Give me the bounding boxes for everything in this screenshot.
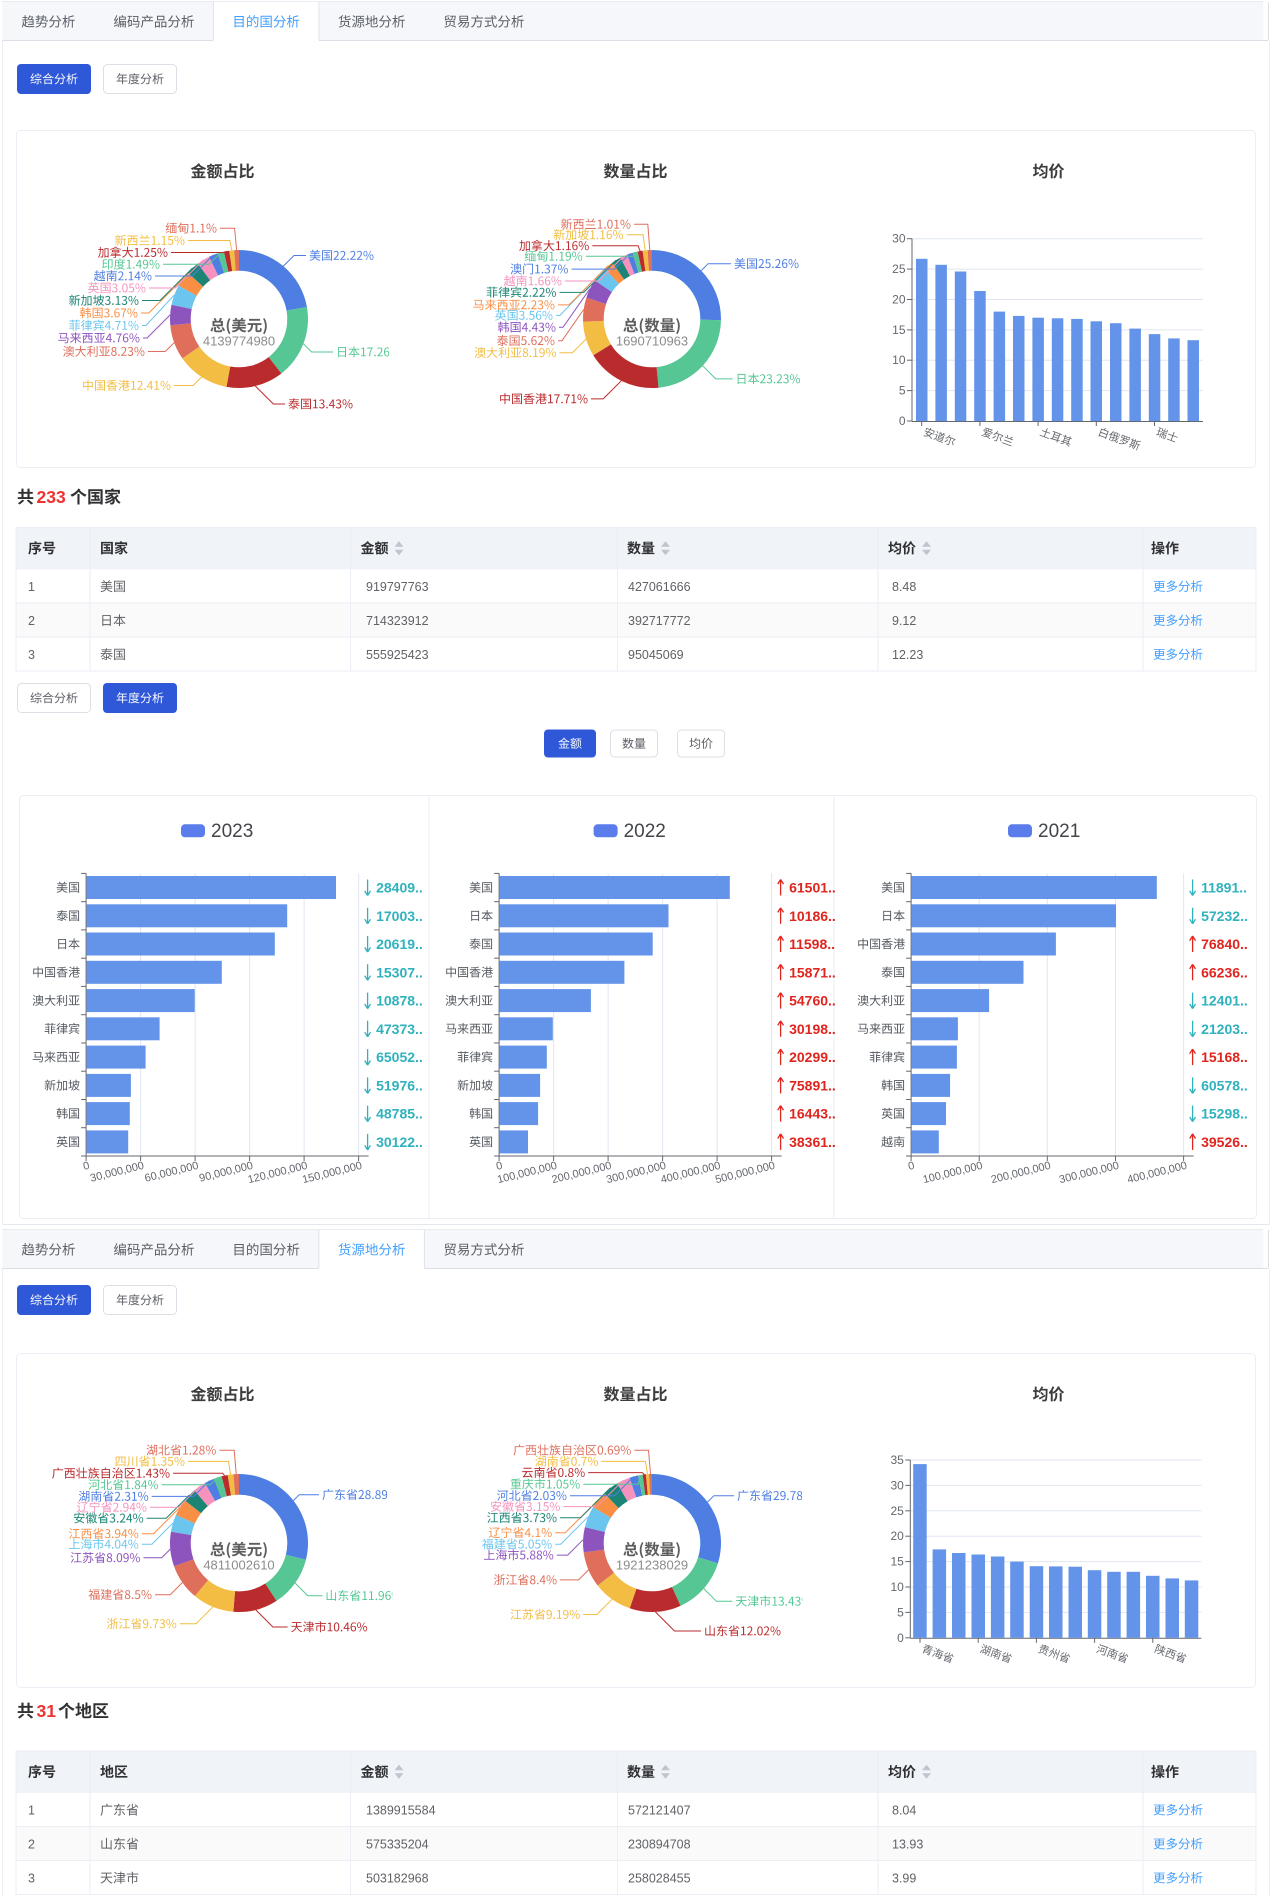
svg-text:2021: 2021 [1038, 821, 1080, 842]
svg-text:0: 0 [907, 1160, 916, 1173]
svg-text:4811002610: 4811002610 [203, 1558, 274, 1573]
svg-text:28409..: 28409.. [376, 880, 423, 896]
svg-text:65052..: 65052.. [376, 1049, 423, 1065]
svg-text:20: 20 [890, 1529, 904, 1543]
svg-text:31: 31 [37, 1701, 57, 1721]
svg-text:30122..: 30122.. [376, 1134, 423, 1150]
svg-text:10: 10 [892, 353, 906, 367]
svg-text:11891..: 11891.. [1201, 880, 1247, 896]
svg-text:61501..: 61501.. [789, 880, 836, 896]
svg-text:10186..: 10186.. [789, 908, 836, 924]
svg-text:39526..: 39526.. [1201, 1134, 1248, 1150]
svg-text:2022: 2022 [624, 821, 666, 842]
svg-text:12401..: 12401.. [1201, 993, 1248, 1009]
svg-text:20619..: 20619.. [376, 936, 423, 952]
svg-text:35: 35 [890, 1453, 904, 1467]
svg-text:2: 2 [28, 614, 35, 628]
svg-text:1690710963: 1690710963 [616, 334, 688, 349]
svg-text:30: 30 [890, 1478, 904, 1492]
svg-text:15: 15 [890, 1555, 904, 1569]
svg-text:258028455: 258028455 [628, 1872, 691, 1886]
svg-text:76840..: 76840.. [1201, 936, 1248, 952]
svg-text:9.12: 9.12 [892, 614, 916, 628]
svg-text:714323912: 714323912 [366, 614, 429, 628]
svg-text:15168..: 15168.. [1201, 1049, 1248, 1065]
svg-text:75891..: 75891.. [789, 1077, 836, 1093]
svg-text:10878..: 10878.. [376, 993, 423, 1009]
svg-text:66236..: 66236.. [1201, 964, 1248, 980]
svg-text:4139774980: 4139774980 [203, 334, 275, 349]
svg-text:13.93: 13.93 [892, 1838, 923, 1852]
svg-text:38361..: 38361.. [789, 1134, 836, 1150]
svg-text:25: 25 [892, 262, 906, 276]
svg-text:51976..: 51976.. [376, 1077, 423, 1093]
svg-text:0: 0 [899, 414, 906, 428]
svg-text:12.23: 12.23 [892, 648, 923, 662]
svg-text:1389915584: 1389915584 [366, 1804, 436, 1818]
svg-text:11598..: 11598.. [789, 936, 835, 952]
svg-text:95045069: 95045069 [628, 648, 684, 662]
svg-text:15: 15 [892, 323, 906, 337]
svg-text:1: 1 [28, 1804, 35, 1818]
svg-text:54760..: 54760.. [789, 993, 836, 1009]
svg-text:15298..: 15298.. [1201, 1106, 1248, 1122]
svg-text:3: 3 [28, 648, 35, 662]
svg-text:572121407: 572121407 [628, 1804, 691, 1818]
svg-text:25: 25 [890, 1504, 904, 1518]
svg-text:8.48: 8.48 [892, 580, 916, 594]
svg-text:427061666: 427061666 [628, 580, 691, 594]
svg-text:8.04: 8.04 [892, 1804, 916, 1818]
svg-text:21203..: 21203.. [1201, 1021, 1248, 1037]
svg-text:60578..: 60578.. [1201, 1077, 1248, 1093]
svg-text:3.99: 3.99 [892, 1872, 916, 1886]
svg-text:503182968: 503182968 [366, 1872, 429, 1886]
svg-text:3: 3 [28, 1872, 35, 1886]
svg-text:2: 2 [28, 1838, 35, 1852]
svg-text:230894708: 230894708 [628, 1838, 691, 1852]
svg-text:575335204: 575335204 [366, 1838, 429, 1852]
svg-text:5: 5 [897, 1605, 904, 1619]
svg-text:57232..: 57232.. [1201, 908, 1248, 924]
svg-text:10: 10 [890, 1580, 904, 1594]
svg-text:1: 1 [28, 580, 35, 594]
svg-text:47373..: 47373.. [376, 1021, 423, 1037]
svg-text:919797763: 919797763 [366, 580, 429, 594]
svg-text:0: 0 [495, 1160, 504, 1173]
svg-text:30: 30 [892, 232, 906, 246]
svg-text:5: 5 [899, 384, 906, 398]
svg-text:0: 0 [897, 1631, 904, 1645]
svg-text:555925423: 555925423 [366, 648, 429, 662]
svg-text:48785..: 48785.. [376, 1106, 423, 1122]
svg-text:20: 20 [892, 293, 906, 307]
svg-text:20299..: 20299.. [789, 1049, 836, 1065]
svg-text:233: 233 [37, 487, 66, 507]
svg-text:0: 0 [82, 1160, 91, 1173]
svg-text:2023: 2023 [211, 821, 253, 842]
svg-text:16443..: 16443.. [789, 1106, 836, 1122]
svg-text:15307..: 15307.. [376, 964, 423, 980]
svg-text:30198..: 30198.. [789, 1021, 836, 1037]
svg-text:1921238029: 1921238029 [616, 1558, 688, 1573]
svg-text:17003..: 17003.. [376, 908, 423, 924]
svg-text:15871..: 15871.. [789, 964, 836, 980]
svg-text:392717772: 392717772 [628, 614, 691, 628]
